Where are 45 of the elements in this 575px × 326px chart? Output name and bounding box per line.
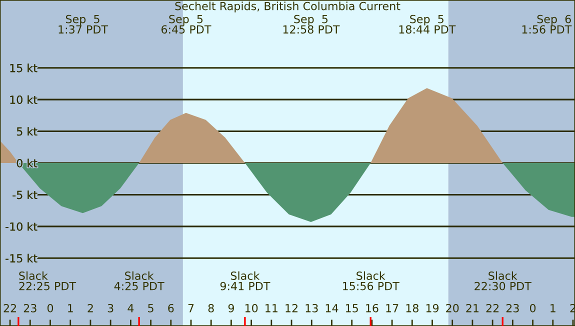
x-tick-label: 21 xyxy=(466,304,479,312)
annotation: Sep 6 1:56 PDT xyxy=(522,14,572,34)
x-tick-label: 22 xyxy=(486,304,499,312)
x-tick-label: 20 xyxy=(446,304,459,312)
y-tick-label: -10 kt xyxy=(6,222,38,231)
x-tick-label: 8 xyxy=(208,304,214,312)
x-tick-label: 4 xyxy=(128,304,134,312)
x-tick-label: 15 xyxy=(346,304,358,312)
x-tick-label: 1 xyxy=(68,304,73,312)
y-tick-label: 15 kt xyxy=(10,64,38,72)
y-tick-label: 10 kt xyxy=(10,95,38,104)
annotation: Slack 22:25 PDT xyxy=(19,271,76,290)
x-tick-label: 11 xyxy=(266,304,278,312)
annotation: Slack 4:25 PDT xyxy=(114,271,164,290)
x-tick-label: 1 xyxy=(550,304,556,312)
annotation: Slack 9:41 PDT xyxy=(220,271,270,290)
x-tick-label: 10 xyxy=(245,304,258,312)
x-tick-label: 13 xyxy=(306,304,318,312)
annotation: Sep 5 18:44 PDT xyxy=(399,14,456,34)
y-tick-label: 5 kt xyxy=(16,127,38,136)
x-tick-label: 3 xyxy=(108,304,114,312)
x-tick-label: 23 xyxy=(506,304,519,312)
y-tick-label: -5 kt xyxy=(12,190,38,200)
annotation: Sep 5 6:45 PDT xyxy=(161,14,212,34)
x-tick-label: 22 xyxy=(4,304,16,312)
y-tick-label: -15 kt xyxy=(6,254,38,263)
annotation: Sep 5 1:37 PDT xyxy=(58,14,108,34)
x-tick-label: 19 xyxy=(426,304,439,312)
x-tick-label: 9 xyxy=(228,304,234,312)
x-tick-label: 12 xyxy=(286,304,298,312)
x-tick-label: 17 xyxy=(386,304,398,312)
annotation: Sep 5 12:58 PDT xyxy=(283,14,340,34)
annotation: Slack 22:30 PDT xyxy=(474,271,532,290)
x-tick-label: 6 xyxy=(168,304,174,312)
x-tick-label: 0 xyxy=(530,304,536,312)
x-tick-label: 7 xyxy=(188,304,194,312)
x-tick-label: 0 xyxy=(47,304,54,312)
x-tick-label: 23 xyxy=(24,304,36,312)
x-tick-label: 14 xyxy=(326,304,338,312)
x-tick-label: 2 xyxy=(88,304,93,312)
chart-title: Sechelt Rapids, British Columbia Current xyxy=(175,2,400,12)
annotation: Slack 15:56 PDT xyxy=(343,271,400,290)
x-tick-label: 18 xyxy=(406,304,418,312)
x-tick-label: 5 xyxy=(148,304,154,312)
x-tick-label: 16 xyxy=(366,304,378,312)
